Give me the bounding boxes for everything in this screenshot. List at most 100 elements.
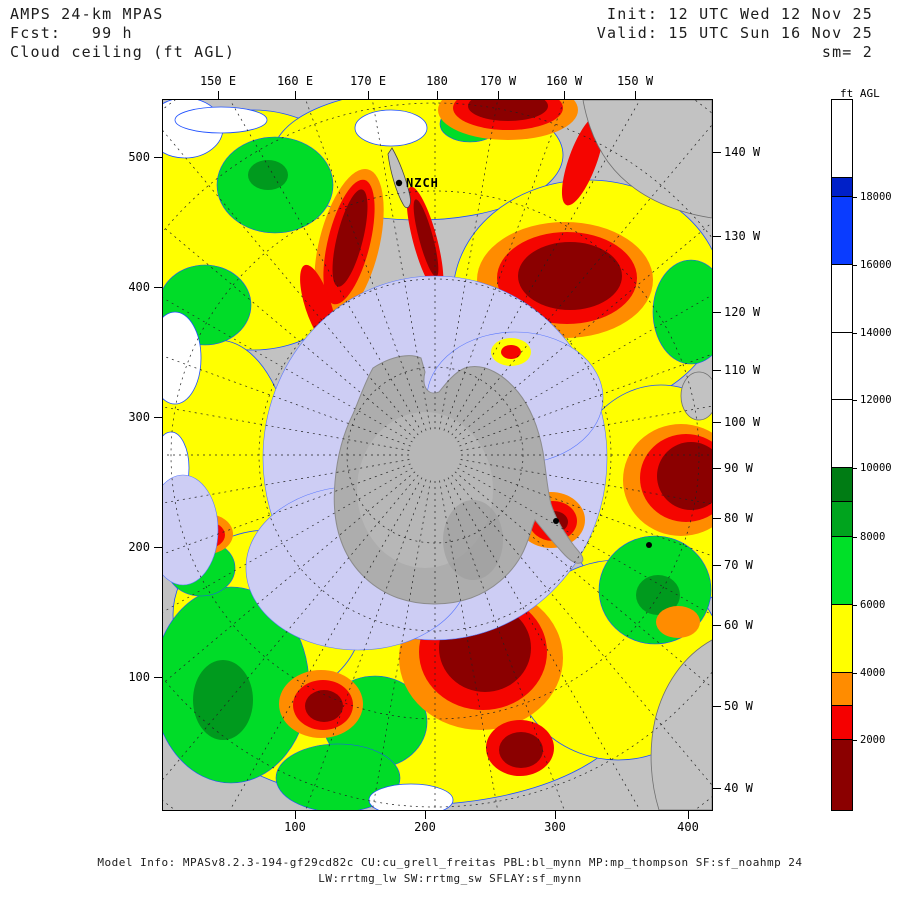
axis-right-label: 140 W bbox=[724, 145, 761, 159]
map-canvas bbox=[163, 100, 712, 810]
axis-top-tick bbox=[368, 91, 369, 99]
station-dot bbox=[553, 518, 559, 524]
axis-bottom-label: 200 bbox=[414, 820, 436, 834]
colorbar-label: 4000 bbox=[860, 667, 886, 679]
axis-top-tick bbox=[564, 91, 565, 99]
axis-right-tick bbox=[713, 370, 721, 371]
colorbar-segment bbox=[832, 706, 852, 740]
axis-right-label: 120 W bbox=[724, 305, 761, 319]
axis-top-label: 160 W bbox=[545, 74, 583, 88]
colorbar-segment bbox=[832, 100, 852, 178]
colorbar-label: 2000 bbox=[860, 734, 886, 746]
axis-left-tick bbox=[154, 547, 162, 548]
axis-bottom-label: 300 bbox=[544, 820, 566, 834]
station-dot-nzch bbox=[395, 179, 403, 187]
colorbar-tick bbox=[852, 537, 857, 538]
colorbar-segment bbox=[832, 468, 852, 502]
colorbar-segment bbox=[832, 673, 852, 706]
cloud-layer-dark-green bbox=[193, 160, 680, 740]
colorbar-label: 12000 bbox=[860, 394, 892, 406]
antarctica-continent bbox=[333, 355, 584, 605]
axis-left-label: 500 bbox=[128, 150, 150, 164]
axis-top-label: 150 W bbox=[616, 74, 654, 88]
colorbar-tick bbox=[852, 605, 857, 606]
axis-top-tick bbox=[498, 91, 499, 99]
axis-left-tick bbox=[154, 157, 162, 158]
axis-right-label: 60 W bbox=[724, 618, 753, 632]
axis-left-label: 100 bbox=[128, 670, 150, 684]
axis-top-tick bbox=[437, 91, 438, 99]
axis-bottom-tick bbox=[295, 811, 296, 819]
axis-right-label: 100 W bbox=[724, 415, 761, 429]
footer-physics-info: LW:rrtmg_lw SW:rrtmg_sw SFLAY:sf_mynn bbox=[318, 872, 582, 885]
colorbar-segment bbox=[832, 178, 852, 197]
colorbar-tick bbox=[852, 740, 857, 741]
colorbar-segment bbox=[832, 333, 852, 400]
colorbar-tick bbox=[852, 673, 857, 674]
axis-left-label: 200 bbox=[128, 540, 150, 554]
axis-right-tick bbox=[713, 518, 721, 519]
colorbar-tick bbox=[852, 197, 857, 198]
axis-bottom-label: 100 bbox=[284, 820, 306, 834]
header-smoothing: sm= 2 bbox=[821, 43, 873, 61]
axis-right-label: 40 W bbox=[724, 781, 753, 795]
axis-left-tick bbox=[154, 417, 162, 418]
axis-right-tick bbox=[713, 236, 721, 237]
colorbar-segment bbox=[832, 537, 852, 605]
axis-top-tick bbox=[635, 91, 636, 99]
axis-top-label: 150 E bbox=[199, 74, 237, 88]
colorbar-segment bbox=[832, 740, 852, 810]
colorbar-label: 8000 bbox=[860, 531, 886, 543]
colorbar-segment bbox=[832, 605, 852, 673]
axis-left-label: 300 bbox=[128, 410, 150, 424]
land-overlays bbox=[387, 100, 712, 810]
axis-right-label: 90 W bbox=[724, 461, 753, 475]
axis-top-label: 160 E bbox=[276, 74, 314, 88]
colorbar-tick bbox=[852, 468, 857, 469]
cloud-ceiling-field bbox=[163, 100, 712, 810]
colorbar-tick bbox=[852, 265, 857, 266]
colorbar-tick bbox=[852, 333, 857, 334]
axis-right-tick bbox=[713, 706, 721, 707]
station-dot bbox=[646, 542, 652, 548]
station-label-nzch: NZCH bbox=[406, 176, 439, 190]
axis-right-label: 80 W bbox=[724, 511, 753, 525]
header-forecast-hour: Fcst: 99 h bbox=[10, 24, 133, 42]
axis-top-label: 170 W bbox=[479, 74, 517, 88]
axis-right-label: 130 W bbox=[724, 229, 761, 243]
axis-right-tick bbox=[713, 625, 721, 626]
axis-right-tick bbox=[713, 468, 721, 469]
colorbar-segment bbox=[832, 197, 852, 265]
header-model-title: AMPS 24-km MPAS bbox=[10, 5, 164, 23]
colorbar-label: 6000 bbox=[860, 599, 886, 611]
axis-top-label: 180 bbox=[426, 74, 448, 88]
axis-right-tick bbox=[713, 152, 721, 153]
colorbar-label: 10000 bbox=[860, 462, 892, 474]
axis-top-tick bbox=[295, 91, 296, 99]
axis-top-tick bbox=[218, 91, 219, 99]
colorbar-segment bbox=[832, 265, 852, 333]
axis-right-label: 110 W bbox=[724, 363, 761, 377]
axis-right-tick bbox=[713, 312, 721, 313]
axis-left-label: 400 bbox=[128, 280, 150, 294]
axis-bottom-tick bbox=[425, 811, 426, 819]
header-init-time: Init: 12 UTC Wed 12 Nov 25 bbox=[607, 5, 873, 23]
cloud-layer-dark-red bbox=[305, 100, 712, 768]
header-field-name: Cloud ceiling (ft AGL) bbox=[10, 43, 236, 61]
colorbar-label: 18000 bbox=[860, 191, 892, 203]
graticule bbox=[163, 100, 712, 810]
colorbar-tick bbox=[852, 400, 857, 401]
colorbar bbox=[831, 99, 853, 811]
colorbar-label: 16000 bbox=[860, 259, 892, 271]
axis-right-label: 70 W bbox=[724, 558, 753, 572]
colorbar-title: ft AGL bbox=[840, 87, 880, 100]
axis-bottom-tick bbox=[555, 811, 556, 819]
footer-model-info: Model Info: MPASv8.2.3-194-gf29cd82c CU:… bbox=[97, 856, 803, 869]
axis-left-tick bbox=[154, 287, 162, 288]
colorbar-segment bbox=[832, 400, 852, 468]
colorbar-segment bbox=[832, 502, 852, 537]
header-valid-time: Valid: 15 UTC Sun 16 Nov 25 bbox=[596, 24, 873, 42]
axis-right-tick bbox=[713, 422, 721, 423]
axis-left-tick bbox=[154, 677, 162, 678]
